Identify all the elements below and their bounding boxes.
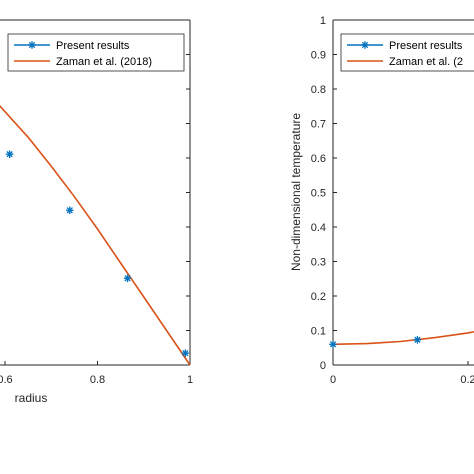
left-legend-marker-present bbox=[28, 41, 36, 49]
right-y-tick-label: 0.6 bbox=[311, 153, 326, 165]
right-x-tick-label: 0.2 bbox=[460, 374, 474, 386]
right-y-tick-label: 0.5 bbox=[311, 188, 326, 200]
right-y-axis-label: Non-dimensional temperature bbox=[289, 113, 303, 271]
right-legend: Present results Zaman et al. (2 bbox=[340, 33, 474, 72]
left-legend-asterisk bbox=[28, 41, 36, 49]
right-y-tick-label: 0.3 bbox=[311, 257, 326, 269]
right-y-tick-label: 0.2 bbox=[311, 291, 326, 303]
right-data-point bbox=[413, 336, 422, 344]
right-x-tick-label: 0 bbox=[330, 374, 336, 386]
right-legend-marker-present bbox=[361, 41, 369, 49]
left-x-tick-label: 0.6 bbox=[0, 374, 13, 386]
left-legend-label-zaman: Zaman et al. (2018) bbox=[56, 56, 152, 68]
right-x-ticks: 0 0.2 bbox=[330, 361, 474, 386]
left-data-point bbox=[65, 206, 74, 215]
left-right-ticks bbox=[186, 19, 190, 366]
right-y-tick-label: 0.4 bbox=[311, 222, 326, 234]
left-x-axis-label: radius bbox=[15, 391, 48, 405]
right-legend-label-present: Present results bbox=[389, 40, 463, 52]
right-legend-box bbox=[340, 33, 474, 72]
right-series-markers-present bbox=[329, 336, 422, 349]
right-y-tick-label: 0.9 bbox=[311, 50, 326, 62]
right-series-line-zaman bbox=[332, 331, 474, 346]
left-series-line-zaman bbox=[0, 104, 191, 366]
right-y-tick-label: 0.1 bbox=[311, 326, 326, 338]
right-y-tick-label: 0 bbox=[320, 360, 326, 372]
right-y-ticks: 0 0.1 0.2 0.3 0.4 0.5 0.6 0.7 0.8 0.9 1 bbox=[311, 15, 337, 372]
left-legend: Present results Zaman et al. (2018) bbox=[7, 33, 185, 72]
left-series-markers-present bbox=[5, 150, 190, 357]
right-data-point bbox=[329, 340, 337, 349]
left-x-tick-label: 0.8 bbox=[90, 374, 105, 386]
left-chart-panel: 0.6 0.8 1 radius Present results Zaman et … bbox=[0, 19, 193, 405]
left-legend-box bbox=[7, 33, 185, 72]
right-y-tick-label: 0.7 bbox=[311, 119, 326, 131]
right-chart-panel: 00.10.20.30.40.50.60.70.80.91 0 0.2 Non-d… bbox=[289, 15, 474, 386]
right-y-tick-label: 0.8 bbox=[311, 84, 326, 96]
left-x-tick-label: 1 bbox=[187, 374, 193, 386]
left-data-point bbox=[5, 150, 14, 158]
right-legend-asterisk bbox=[361, 41, 369, 49]
left-data-point bbox=[123, 274, 132, 283]
right-y-tick-label: 1 bbox=[320, 15, 326, 27]
right-legend-label-zaman: Zaman et al. (2 bbox=[389, 56, 463, 68]
left-x-ticks: 0.6 0.8 1 bbox=[0, 361, 193, 386]
left-data-point bbox=[181, 349, 190, 357]
left-legend-label-present: Present results bbox=[56, 40, 130, 52]
